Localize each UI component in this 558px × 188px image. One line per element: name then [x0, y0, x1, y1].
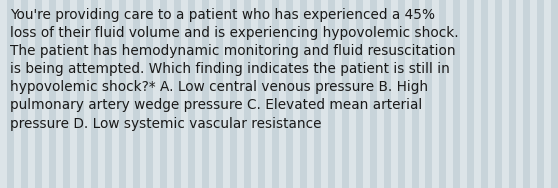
Text: You're providing care to a patient who has experienced a 45%
loss of their fluid: You're providing care to a patient who h… [10, 8, 459, 131]
Bar [468, 0, 474, 188]
Bar [112, 0, 118, 188]
Bar [440, 0, 446, 188]
Bar [237, 0, 244, 188]
Bar [321, 0, 328, 188]
Bar [258, 0, 265, 188]
Bar [251, 0, 258, 188]
Bar [35, 0, 42, 188]
Bar [530, 0, 537, 188]
Bar [202, 0, 209, 188]
Bar [496, 0, 502, 188]
Bar [279, 0, 286, 188]
Bar [412, 0, 418, 188]
Bar [230, 0, 237, 188]
Bar [153, 0, 161, 188]
Bar [523, 0, 530, 188]
Bar [516, 0, 523, 188]
Bar [90, 0, 98, 188]
Bar [126, 0, 132, 188]
Bar [349, 0, 356, 188]
Bar [488, 0, 496, 188]
Bar [174, 0, 181, 188]
Bar [307, 0, 314, 188]
Bar [70, 0, 77, 188]
Bar [425, 0, 432, 188]
Bar [265, 0, 272, 188]
Bar [369, 0, 377, 188]
Bar [551, 0, 558, 188]
Bar [418, 0, 425, 188]
Bar [335, 0, 341, 188]
Bar [460, 0, 468, 188]
Bar [189, 0, 195, 188]
Bar [474, 0, 481, 188]
Bar [42, 0, 49, 188]
Bar [356, 0, 363, 188]
Bar [509, 0, 516, 188]
Bar [328, 0, 335, 188]
Bar [14, 0, 21, 188]
Bar [363, 0, 369, 188]
Bar [133, 0, 140, 188]
Bar [49, 0, 56, 188]
Bar [167, 0, 174, 188]
Bar [391, 0, 397, 188]
Bar [28, 0, 35, 188]
Bar [446, 0, 453, 188]
Bar [293, 0, 300, 188]
Bar [146, 0, 153, 188]
Bar [209, 0, 217, 188]
Bar [181, 0, 188, 188]
Bar [118, 0, 126, 188]
Bar [544, 0, 551, 188]
Bar [397, 0, 405, 188]
Bar [300, 0, 307, 188]
Bar [223, 0, 230, 188]
Bar [453, 0, 460, 188]
Bar [84, 0, 91, 188]
Bar [161, 0, 167, 188]
Bar [98, 0, 105, 188]
Bar [432, 0, 439, 188]
Bar [481, 0, 488, 188]
Bar [21, 0, 28, 188]
Bar [286, 0, 293, 188]
Bar [140, 0, 146, 188]
Bar [77, 0, 84, 188]
Bar [7, 0, 14, 188]
Bar [195, 0, 202, 188]
Bar [502, 0, 509, 188]
Bar [272, 0, 279, 188]
Bar [244, 0, 251, 188]
Bar [384, 0, 391, 188]
Bar [62, 0, 70, 188]
Bar [0, 0, 7, 188]
Bar [405, 0, 412, 188]
Bar [56, 0, 63, 188]
Bar [217, 0, 223, 188]
Bar [105, 0, 112, 188]
Bar [314, 0, 321, 188]
Bar [377, 0, 384, 188]
Bar [341, 0, 349, 188]
Bar [537, 0, 544, 188]
